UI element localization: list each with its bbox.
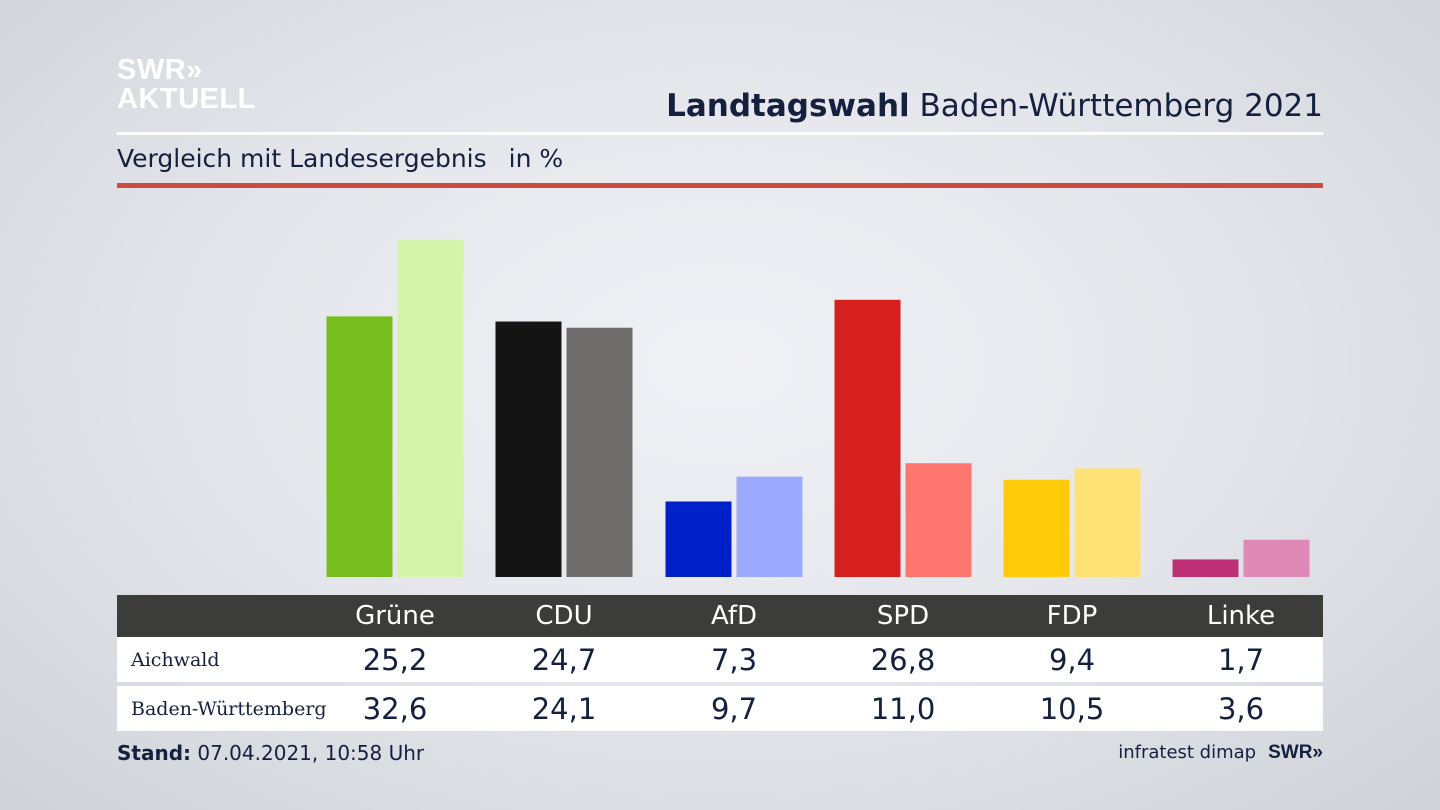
page-title: Landtagswahl Baden-Württemberg 2021: [666, 88, 1323, 124]
bar-gruene-aichwald: [326, 316, 393, 577]
bar-afd-aichwald: [665, 501, 732, 577]
value-aichwald-spd: 26,8: [870, 643, 936, 677]
bar-chart: [326, 239, 1310, 577]
title-bold: Landtagswahl: [666, 88, 910, 124]
column-header-fdp: FDP: [1046, 601, 1098, 631]
divider-red: [117, 183, 1323, 188]
row-label-baden-wuerttemberg: Baden-Württemberg: [131, 698, 327, 720]
bar-spd-aichwald: [834, 299, 901, 577]
column-header-linke: Linke: [1206, 601, 1276, 631]
value-baden-wuerttemberg-linke: 3,6: [1217, 692, 1265, 726]
source-credit: infratest dimap SWR»: [1118, 742, 1323, 764]
value-baden-wuerttemberg-afd: 9,7: [710, 692, 758, 726]
table-row-aichwald: Aichwald 25,2 24,7 7,3 26,8 9,4 1,7: [117, 637, 1323, 682]
logo-line-aktuell: AKTUELL: [117, 83, 256, 115]
bar-linke-baden-wuerttemberg: [1243, 539, 1310, 577]
logo-line-swr: SWR»: [117, 54, 203, 86]
chart-subtitle: Vergleich mit Landesergebnis in %: [117, 144, 563, 173]
value-aichwald-cdu: 24,7: [531, 643, 597, 677]
timestamp: Stand: 07.04.2021, 10:58 Uhr: [117, 741, 424, 765]
subtitle-text: Vergleich mit Landesergebnis: [117, 144, 487, 173]
subtitle-unit: in %: [508, 144, 564, 173]
column-header-afd: AfD: [710, 601, 758, 631]
bar-cdu-baden-wuerttemberg: [566, 327, 633, 577]
stand-value: 07.04.2021, 10:58 Uhr: [197, 741, 425, 765]
bar-fdp-aichwald: [1003, 479, 1070, 577]
value-aichwald-linke: 1,7: [1217, 643, 1265, 677]
value-aichwald-fdp: 9,4: [1048, 643, 1096, 677]
bar-fdp-baden-wuerttemberg: [1074, 468, 1141, 577]
row-label-aichwald: Aichwald: [131, 649, 220, 671]
value-aichwald-afd: 7,3: [710, 643, 758, 677]
divider-white: [117, 132, 1323, 135]
value-baden-wuerttemberg-cdu: 24,1: [531, 692, 597, 726]
table-row-baden-wuerttemberg: Baden-Württemberg 32,6 24,1 9,7 11,0 10,5 3,6: [117, 686, 1323, 731]
bar-cdu-aichwald: [495, 321, 562, 577]
swr-brand: SWR»: [1268, 742, 1323, 763]
value-aichwald-gruene: 25,2: [362, 643, 428, 677]
bar-gruene-baden-wuerttemberg: [397, 239, 464, 577]
value-baden-wuerttemberg-fdp: 10,5: [1039, 692, 1105, 726]
column-header-spd: SPD: [876, 601, 930, 631]
column-header-gruene: Grüne: [355, 601, 435, 631]
column-header-cdu: CDU: [535, 601, 593, 631]
bar-afd-baden-wuerttemberg: [736, 476, 803, 577]
table-header-row: Grüne CDU AfD SPD FDP Linke: [117, 595, 1323, 637]
source-text: infratest dimap: [1118, 742, 1257, 763]
swr-aktuell-logo: SWR» AKTUELL: [117, 56, 256, 114]
bar-linke-aichwald: [1172, 559, 1239, 577]
value-baden-wuerttemberg-spd: 11,0: [870, 692, 936, 726]
results-table: Grüne CDU AfD SPD FDP Linke Aichwald 25,2 24,7 7…: [117, 595, 1323, 731]
title-rest: Baden-Württemberg 2021: [919, 88, 1323, 124]
stand-label: Stand:: [117, 741, 192, 765]
value-baden-wuerttemberg-gruene: 32,6: [362, 692, 428, 726]
bar-spd-baden-wuerttemberg: [905, 463, 972, 577]
